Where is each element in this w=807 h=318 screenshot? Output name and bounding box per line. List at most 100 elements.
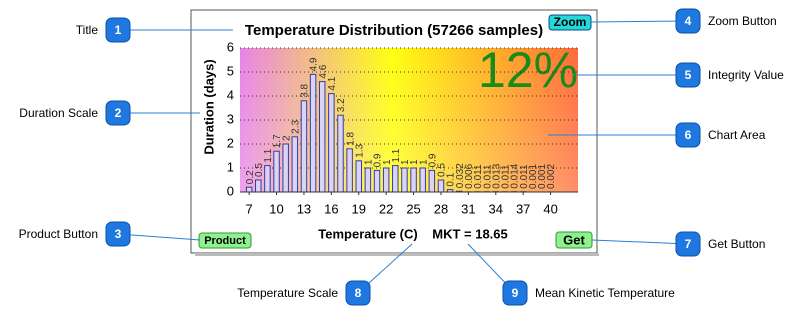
bar bbox=[318, 81, 326, 193]
bar bbox=[346, 148, 353, 193]
callout-number: 7 bbox=[685, 237, 692, 251]
x-axis-label: Temperature (C) bbox=[318, 226, 417, 241]
bar-value-label: 0.011 bbox=[482, 164, 493, 189]
bar-value-label: 0.001 bbox=[528, 164, 539, 189]
x-tick-label: 25 bbox=[406, 201, 420, 216]
bar-value-label: 0.1 bbox=[446, 172, 457, 186]
zoom-button[interactable] bbox=[548, 14, 592, 31]
bar bbox=[273, 150, 280, 193]
callout-number: 3 bbox=[115, 227, 122, 241]
callout-badge bbox=[105, 17, 131, 43]
callout-number: 9 bbox=[512, 286, 519, 300]
bar-value-label: 4.1 bbox=[327, 76, 338, 90]
product-button-label[interactable]: Product bbox=[204, 235, 246, 247]
bar bbox=[300, 100, 308, 193]
bar-value-label: 1 bbox=[382, 159, 393, 165]
bar bbox=[419, 167, 426, 193]
bar bbox=[255, 179, 262, 193]
bar-value-label: 3.2 bbox=[336, 98, 347, 112]
callout-badge bbox=[105, 221, 131, 247]
bar-value-label: 1.1 bbox=[263, 148, 274, 162]
bar-value-label: 0.2 bbox=[245, 170, 256, 184]
callout-label: Title bbox=[76, 23, 99, 37]
bar-value-label: 1 bbox=[409, 159, 420, 165]
bar-value-label: 0.006 bbox=[464, 163, 475, 188]
bar-value-label: 1.1 bbox=[391, 148, 402, 162]
bar bbox=[392, 165, 399, 193]
bar-value-label: 0.5 bbox=[437, 163, 448, 177]
integrity-value: 12% bbox=[478, 42, 578, 98]
bar bbox=[364, 167, 372, 193]
callout-line bbox=[117, 233, 201, 241]
mkt-value: MKT = 18.65 bbox=[432, 226, 508, 241]
callout-number: 5 bbox=[685, 68, 692, 82]
bar-value-label: 0.9 bbox=[427, 153, 438, 167]
bar bbox=[309, 73, 317, 193]
callout-label: Product Button bbox=[19, 227, 98, 241]
x-tick-label: 37 bbox=[516, 201, 530, 216]
bar-value-label: 4.9 bbox=[309, 57, 320, 71]
x-tick-label: 22 bbox=[379, 201, 393, 216]
callout-badge bbox=[675, 231, 701, 257]
callout-label: Get Button bbox=[708, 237, 765, 251]
bar bbox=[382, 167, 390, 193]
x-tick-label: 34 bbox=[489, 201, 503, 216]
x-tick-label: 7 bbox=[246, 201, 253, 216]
bar bbox=[401, 167, 408, 193]
callout-badge bbox=[502, 280, 528, 306]
bar bbox=[437, 179, 445, 193]
x-tick-label: 40 bbox=[543, 201, 557, 216]
bar bbox=[337, 114, 344, 193]
x-tick-label: 28 bbox=[434, 201, 448, 216]
bar bbox=[328, 93, 335, 193]
bar-value-label: 0.001 bbox=[537, 164, 548, 189]
callout-number: 1 bbox=[115, 23, 122, 37]
bar bbox=[282, 143, 289, 193]
bar-value-label: 1.7 bbox=[272, 134, 283, 148]
bar-value-label: 0.011 bbox=[501, 164, 512, 189]
bar-value-label: 4.6 bbox=[318, 64, 329, 78]
product-button[interactable] bbox=[198, 232, 252, 249]
panel-shadow bbox=[195, 253, 599, 256]
y-tick-label: 3 bbox=[227, 111, 234, 126]
bar-value-label: 0.011 bbox=[473, 164, 484, 189]
bar-value-label: 1 bbox=[418, 159, 429, 165]
bar-value-label: 1 bbox=[400, 159, 411, 165]
callout-badge bbox=[345, 280, 371, 306]
y-tick-label: 4 bbox=[227, 87, 234, 102]
bar-value-label: 0.011 bbox=[519, 164, 530, 189]
y-tick-label: 6 bbox=[227, 39, 234, 54]
x-tick-label: 31 bbox=[461, 201, 475, 216]
bar bbox=[291, 136, 299, 193]
y-tick-label: 0 bbox=[227, 183, 234, 198]
x-tick-label: 19 bbox=[352, 201, 366, 216]
bar-value-label: 1.8 bbox=[345, 131, 356, 145]
callout-label: Chart Area bbox=[708, 128, 766, 142]
callout-number: 6 bbox=[685, 128, 692, 142]
x-tick-label: 16 bbox=[324, 201, 338, 216]
get-button-label[interactable]: Get bbox=[563, 232, 585, 247]
callout-number: 2 bbox=[115, 106, 122, 120]
bar bbox=[264, 165, 271, 193]
callout-badge bbox=[675, 122, 701, 148]
bar-value-label: 3.8 bbox=[300, 83, 311, 97]
y-tick-label: 1 bbox=[227, 159, 234, 174]
bar bbox=[355, 160, 362, 193]
callout-label: Integrity Value bbox=[708, 68, 784, 82]
callout-label: Duration Scale bbox=[19, 106, 98, 120]
callout-line bbox=[590, 20, 689, 23]
bar bbox=[373, 169, 381, 193]
zoom-button-label[interactable]: Zoom bbox=[554, 15, 587, 29]
callout-number: 4 bbox=[685, 14, 692, 28]
bar bbox=[428, 169, 436, 193]
x-tick-label: 13 bbox=[297, 201, 311, 216]
bar-value-label: 0.9 bbox=[373, 153, 384, 167]
bar-value-label: 0.013 bbox=[491, 163, 502, 188]
bar-value-label: 0.5 bbox=[254, 163, 265, 177]
bar-value-label: 0.032 bbox=[455, 163, 466, 188]
bar-value-label: 2.3 bbox=[290, 119, 301, 133]
y-axis-label: Duration (days) bbox=[201, 59, 216, 154]
bar-value-label: 2 bbox=[281, 135, 292, 141]
callout-badge bbox=[675, 62, 701, 88]
y-tick-label: 5 bbox=[227, 63, 234, 78]
